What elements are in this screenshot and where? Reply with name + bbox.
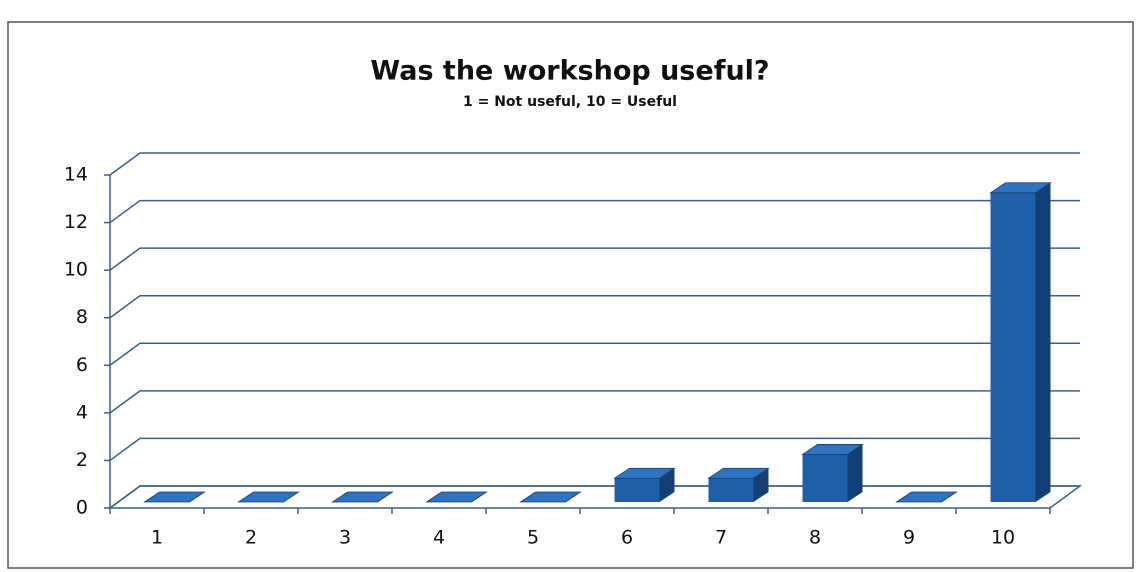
bar-side: [1035, 182, 1051, 503]
chart-subtitle: 1 = Not useful, 10 = Useful: [463, 94, 677, 110]
bar: [425, 491, 488, 503]
x-tick-label: 8: [809, 527, 821, 549]
bar-top: [613, 467, 676, 479]
bar: [143, 491, 206, 503]
bar-side: [659, 468, 675, 502]
bar: [237, 491, 300, 503]
x-tick-label: 5: [527, 527, 539, 549]
bar: [707, 467, 770, 502]
y-tick-label: 10: [64, 259, 88, 281]
bar-top: [519, 491, 582, 503]
bar: [801, 444, 864, 502]
grid-line: [109, 437, 1080, 462]
bar-top: [143, 491, 206, 503]
x-tick-label: 9: [903, 527, 915, 549]
bar-top: [707, 467, 770, 479]
bar: [613, 467, 676, 502]
bar-front: [708, 478, 754, 502]
x-tick-label: 6: [621, 527, 633, 549]
bar-top: [895, 491, 958, 503]
y-tick-label: 6: [76, 354, 88, 376]
y-tick-label: 14: [64, 164, 88, 186]
bar-front: [614, 478, 660, 502]
bar: [989, 182, 1052, 503]
x-tick-label: 4: [433, 527, 445, 549]
x-tick-label: 10: [991, 527, 1015, 549]
grid-line: [109, 247, 1080, 271]
grid-line: [109, 390, 1080, 414]
bar: [519, 491, 582, 503]
grid-line: [109, 294, 1080, 319]
y-tick-label: 12: [64, 211, 88, 233]
x-tick-label: 1: [151, 527, 163, 549]
x-tick-label: 7: [715, 527, 727, 549]
grid-line: [109, 152, 1080, 176]
y-tick-label: 2: [76, 449, 88, 471]
grid-line: [109, 199, 1080, 224]
y-tick-label: 4: [76, 401, 88, 423]
bar: [895, 491, 958, 503]
y-tick-label: 0: [76, 497, 88, 519]
bar-side: [847, 444, 863, 502]
y-tick-label: 8: [76, 306, 88, 328]
x-tick-label: 3: [339, 527, 351, 549]
bar: [331, 491, 394, 503]
grid-line: [109, 342, 1080, 366]
bar-top: [331, 491, 394, 503]
bar-top: [425, 491, 488, 503]
bar-side: [753, 468, 769, 502]
bar-top: [989, 182, 1052, 194]
chart-title: Was the workshop useful?: [370, 56, 769, 87]
bar-top: [801, 444, 864, 455]
bar-front: [990, 192, 1036, 503]
x-tick-label: 2: [245, 527, 257, 549]
bar-top: [237, 491, 300, 503]
bar-front: [802, 454, 848, 502]
